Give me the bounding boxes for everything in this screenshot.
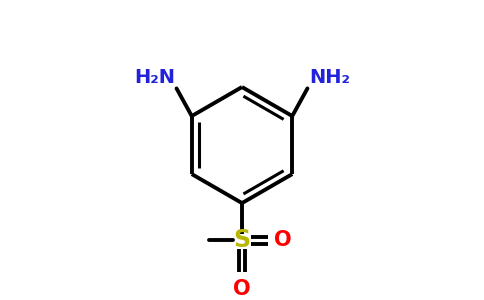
Text: O: O: [233, 279, 251, 299]
Text: H₂N: H₂N: [134, 68, 175, 87]
Text: NH₂: NH₂: [309, 68, 350, 87]
Text: S: S: [233, 228, 251, 252]
Text: O: O: [274, 230, 292, 250]
